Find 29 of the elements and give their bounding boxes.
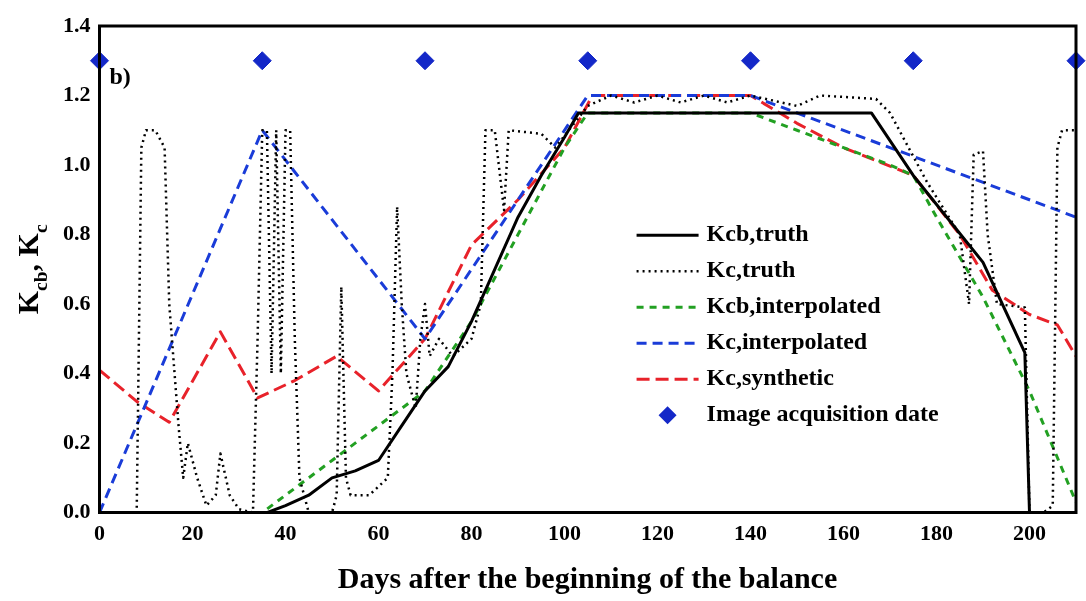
x-tick-label: 200 xyxy=(1013,520,1046,546)
legend-label: Kcb,interpolated xyxy=(706,292,882,319)
x-tick-label: 180 xyxy=(920,520,953,546)
x-tick-label: 60 xyxy=(367,520,390,546)
legend-label: Image acquisition date xyxy=(706,400,939,427)
y-tick-label: 1.2 xyxy=(63,81,91,107)
y-tick-label: 1.4 xyxy=(63,11,91,37)
legend-label: Kc,synthetic xyxy=(706,364,835,391)
x-axis-title: Days after the beginning of the balance xyxy=(337,561,838,594)
annotation: b) xyxy=(109,63,131,89)
legend-label: Kc,interpolated xyxy=(706,328,868,355)
y-tick-label: 1.0 xyxy=(63,150,91,176)
legend-label: Kcb,truth xyxy=(706,220,809,247)
x-tick-label: 120 xyxy=(641,520,674,546)
x-tick-label: 80 xyxy=(460,520,483,546)
line-series xyxy=(99,94,1076,424)
x-tick-label: 160 xyxy=(827,520,860,546)
y-tick-label: 0.2 xyxy=(63,428,91,454)
y-tick-label: 0.6 xyxy=(63,289,91,315)
y-tick-label: 0.8 xyxy=(63,220,91,246)
y-tick-label: 0.0 xyxy=(63,498,91,524)
x-tick-label: 40 xyxy=(274,520,297,546)
legend-label: Kc,truth xyxy=(706,256,796,283)
y-tick-label: 0.4 xyxy=(63,359,91,385)
x-tick-label: 140 xyxy=(734,520,767,546)
x-tick-label: 100 xyxy=(548,520,581,546)
x-tick-label: 0 xyxy=(94,520,105,546)
y-axis-title: Kcb, Kc xyxy=(11,224,51,315)
x-tick-label: 20 xyxy=(181,520,204,546)
